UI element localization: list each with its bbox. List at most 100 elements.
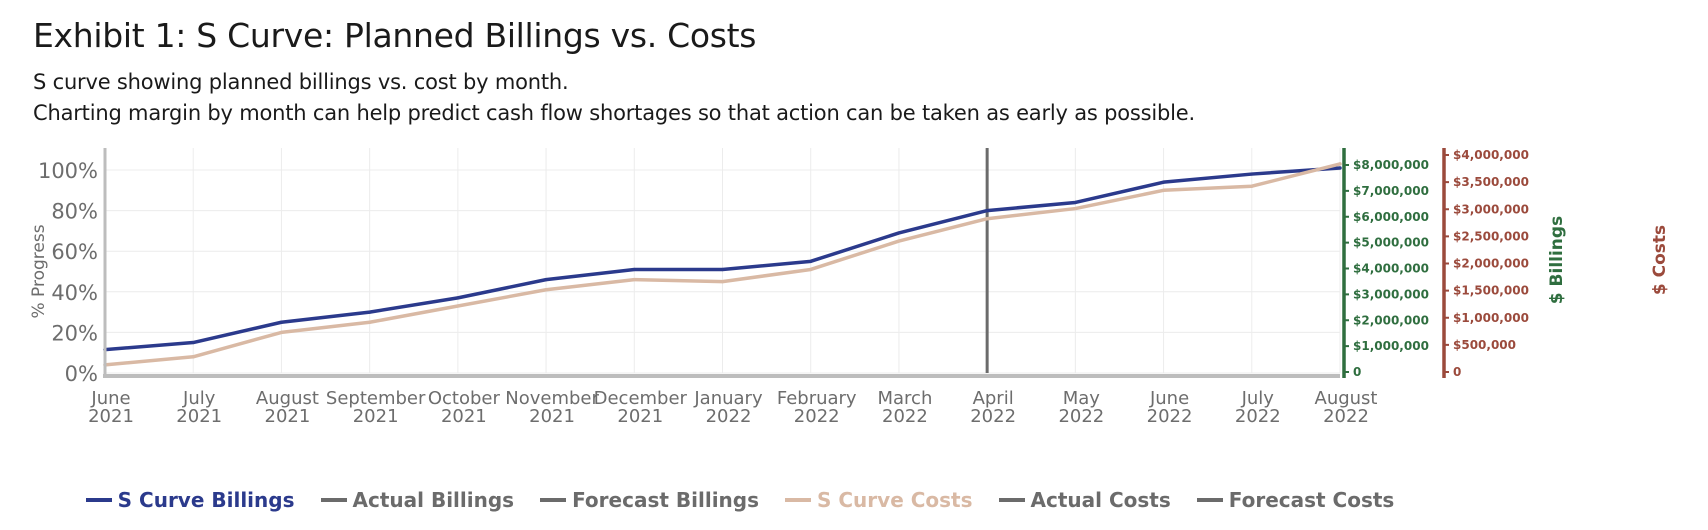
- axis-tick-label: $3,000,000: [1353, 287, 1429, 301]
- legend-swatch: [1196, 498, 1223, 502]
- x-tick-label: September 2021: [326, 388, 426, 427]
- data-point: [632, 278, 636, 282]
- legend-item: Forecast Billings: [540, 488, 759, 512]
- data-point: [1250, 184, 1254, 188]
- chart-legend: S Curve Billings Actual Billings Forecast …: [0, 488, 1480, 512]
- data-point: [897, 231, 901, 235]
- data-point: [544, 288, 548, 292]
- x-tick-label: March 2022: [877, 388, 932, 427]
- data-point: [279, 320, 284, 324]
- data-point: [1338, 162, 1342, 166]
- billings-axis: 0 $1,000,000 $2,000,000 $3,000,000 $4,000,00…: [1342, 148, 1567, 379]
- axis-tick-label: 0: [1453, 365, 1461, 379]
- x-tick-label: August 2021: [256, 388, 319, 427]
- x-tick-label: July 2021: [176, 388, 222, 427]
- legend-swatch: [785, 498, 812, 502]
- axis-tick-label: $3,000,000: [1453, 202, 1529, 216]
- y-axis-label: % Progress: [29, 224, 49, 318]
- chart-title: Exhibit 1: S Curve: Planned Billings vs.…: [33, 16, 757, 55]
- x-tick-label: February 2022: [777, 388, 857, 427]
- axes: [103, 148, 1340, 378]
- legend-item: S Curve Billings: [85, 488, 295, 512]
- chart-subtitle: S curve showing planned billings vs. cos…: [33, 67, 1195, 129]
- data-point: [985, 217, 989, 221]
- series-lines: [103, 162, 1342, 367]
- x-tick-label: November 2021: [505, 388, 599, 427]
- axis-tick-label: $3,500,000: [1453, 175, 1529, 189]
- grid-lines: [104, 148, 1341, 374]
- axis-tick-label: $7,000,000: [1353, 184, 1429, 198]
- axis-tick-label: $2,500,000: [1453, 229, 1529, 243]
- legend-swatch: [320, 498, 347, 502]
- data-point: [279, 330, 284, 334]
- axis-tick-label: $4,000,000: [1353, 262, 1429, 276]
- legend-label: Forecast Billings: [572, 488, 760, 512]
- x-tick-label: April 2022: [970, 388, 1016, 427]
- data-point: [632, 267, 636, 272]
- data-point: [1073, 200, 1077, 205]
- data-point: [1161, 180, 1166, 184]
- legend-item: S Curve Costs: [785, 488, 973, 512]
- axis-title: $ Costs: [1650, 225, 1670, 295]
- axis-tick-label: $1,500,000: [1453, 284, 1529, 298]
- x-tick-label: June 2022: [1147, 388, 1193, 427]
- legend-item: Forecast Costs: [1196, 488, 1395, 512]
- x-tick-label: August 2022: [1315, 388, 1378, 427]
- x-tick-label: July 2022: [1235, 388, 1281, 427]
- y-tick-label: 0%: [65, 362, 98, 386]
- data-point: [809, 259, 813, 263]
- data-point: [544, 278, 548, 282]
- axis-tick-label: $500,000: [1453, 338, 1516, 352]
- axis-tick-label: $1,000,000: [1353, 339, 1429, 353]
- axis-tick-label: $2,000,000: [1353, 313, 1429, 327]
- axis-tick-label: $5,000,000: [1353, 236, 1429, 250]
- axis-tick-label: $4,000,000: [1453, 148, 1529, 162]
- data-point: [985, 209, 989, 213]
- data-point: [720, 267, 725, 272]
- x-tick-label: May 2022: [1058, 388, 1104, 427]
- y-tick-label: 100%: [38, 159, 98, 183]
- x-tick-label: June 2021: [88, 388, 134, 427]
- data-point: [720, 280, 725, 284]
- data-point: [809, 267, 813, 272]
- data-point: [1338, 166, 1342, 170]
- legend-label: Forecast Costs: [1228, 488, 1395, 512]
- axis-tick-label: $6,000,000: [1353, 210, 1429, 224]
- costs-axis: 0 $500,000 $1,000,000 $1,500,000 $2,000,000 $…: [1442, 148, 1670, 379]
- axis-title: $ Billings: [1547, 216, 1567, 304]
- y-axis-ticks: 0% 20% 40% 60% 80% 100% % Progress: [29, 159, 98, 386]
- legend-item: Actual Billings: [320, 488, 515, 512]
- axis-tick-label: $1,000,000: [1453, 311, 1529, 325]
- x-tick-label: October 2021: [428, 388, 501, 427]
- data-point: [897, 239, 901, 243]
- legend-label: Actual Billings: [352, 488, 515, 512]
- y-tick-label: 20%: [51, 321, 98, 345]
- legend-item: Actual Costs: [998, 488, 1171, 512]
- y-tick-label: 40%: [51, 281, 98, 305]
- legend-label: S Curve Billings: [117, 488, 295, 512]
- axis-tick-label: 0: [1353, 365, 1361, 379]
- data-point: [456, 304, 460, 308]
- x-tick-label: December 2021: [594, 388, 688, 427]
- legend-label: Actual Costs: [1030, 488, 1171, 512]
- subtitle-line-1: S curve showing planned billings vs. cos…: [33, 70, 569, 94]
- data-point: [1161, 188, 1166, 192]
- axis-tick-label: $2,000,000: [1453, 257, 1529, 271]
- x-tick-label: January 2022: [693, 388, 763, 427]
- legend-swatch: [540, 498, 567, 502]
- data-point: [191, 355, 195, 359]
- data-point: [368, 310, 372, 314]
- data-point: [1073, 206, 1077, 211]
- data-point: [456, 296, 460, 300]
- data-point: [191, 340, 195, 345]
- legend-swatch: [998, 498, 1025, 502]
- y-tick-label: 60%: [51, 240, 98, 264]
- legend-swatch: [85, 498, 112, 502]
- y-tick-label: 80%: [51, 200, 98, 224]
- axis-tick-label: $8,000,000: [1353, 158, 1429, 172]
- legend-label: S Curve Costs: [817, 488, 973, 512]
- data-point: [368, 320, 372, 324]
- data-point: [1250, 172, 1254, 176]
